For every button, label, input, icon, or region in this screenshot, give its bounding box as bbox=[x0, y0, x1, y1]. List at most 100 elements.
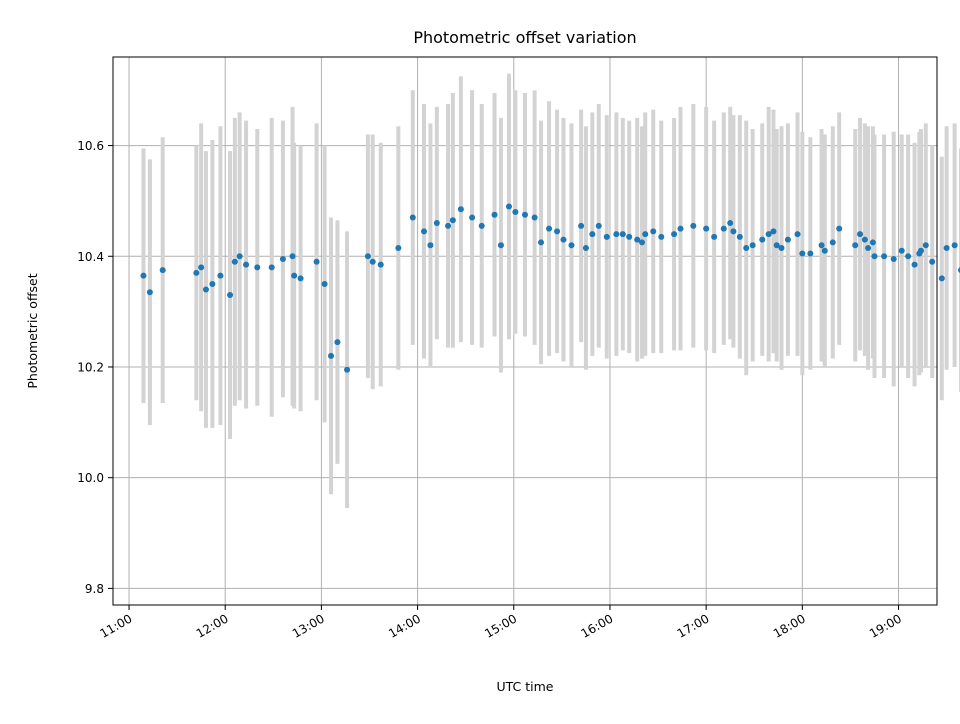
data-point bbox=[568, 242, 575, 249]
data-point bbox=[546, 225, 553, 232]
data-point bbox=[457, 206, 464, 213]
data-point bbox=[595, 222, 602, 229]
data-point bbox=[159, 267, 166, 274]
data-point bbox=[671, 231, 678, 238]
data-point bbox=[765, 231, 772, 238]
data-point bbox=[784, 236, 791, 243]
data-point bbox=[469, 214, 476, 221]
data-point bbox=[445, 222, 452, 229]
data-point bbox=[677, 225, 684, 232]
data-point bbox=[770, 228, 777, 235]
data-point bbox=[871, 253, 878, 260]
data-point bbox=[449, 217, 456, 224]
data-point bbox=[943, 244, 950, 251]
data-point bbox=[821, 247, 828, 254]
data-point bbox=[917, 247, 924, 254]
data-point bbox=[794, 231, 801, 238]
x-axis-label: UTC time bbox=[497, 679, 554, 694]
data-point bbox=[759, 236, 766, 243]
data-point bbox=[703, 225, 710, 232]
data-point bbox=[209, 280, 216, 287]
data-point bbox=[289, 253, 296, 260]
data-point bbox=[743, 244, 750, 251]
data-point bbox=[560, 236, 567, 243]
y-tick-label: 10.2 bbox=[77, 360, 104, 374]
data-point bbox=[538, 239, 545, 246]
data-point bbox=[778, 244, 785, 251]
data-point bbox=[749, 242, 756, 249]
data-point bbox=[634, 236, 641, 243]
y-axis-ticks: 9.8 10.0 10.2 10.4 10.6 bbox=[77, 139, 113, 596]
data-point bbox=[898, 247, 905, 254]
data-point bbox=[478, 222, 485, 229]
data-point bbox=[690, 222, 697, 229]
y-axis-label: Photometric offset bbox=[25, 273, 40, 388]
data-point bbox=[911, 261, 918, 268]
data-point bbox=[861, 236, 868, 243]
data-point bbox=[727, 220, 734, 227]
data-point bbox=[321, 280, 328, 287]
data-point bbox=[582, 244, 589, 251]
y-tick-label: 10.6 bbox=[77, 139, 104, 153]
data-point bbox=[603, 233, 610, 240]
data-point bbox=[658, 233, 665, 240]
data-point bbox=[364, 253, 371, 260]
y-tick-label: 9.8 bbox=[85, 582, 104, 596]
data-point bbox=[578, 222, 585, 229]
data-point bbox=[268, 264, 275, 271]
data-point bbox=[613, 231, 620, 238]
data-point bbox=[736, 233, 743, 240]
data-point bbox=[243, 261, 250, 268]
data-point bbox=[217, 272, 224, 279]
data-point bbox=[818, 242, 825, 249]
data-point bbox=[505, 203, 512, 210]
chart-title: Photometric offset variation bbox=[413, 28, 636, 47]
data-point bbox=[881, 253, 888, 260]
data-point bbox=[421, 228, 428, 235]
data-point bbox=[619, 231, 626, 238]
data-point bbox=[497, 242, 504, 249]
data-point bbox=[328, 352, 335, 359]
data-point bbox=[291, 272, 298, 279]
data-point bbox=[730, 228, 737, 235]
data-point bbox=[799, 250, 806, 257]
data-point bbox=[369, 258, 376, 265]
data-point bbox=[512, 208, 519, 215]
data-point bbox=[852, 242, 859, 249]
data-point bbox=[198, 264, 205, 271]
data-point bbox=[922, 242, 929, 249]
data-point bbox=[522, 211, 528, 218]
data-point bbox=[193, 269, 200, 276]
data-point bbox=[227, 292, 234, 299]
data-point bbox=[254, 264, 261, 271]
data-point bbox=[807, 250, 814, 257]
data-point bbox=[905, 253, 912, 260]
data-point bbox=[626, 233, 633, 240]
data-point bbox=[395, 244, 402, 251]
y-tick-label: 10.0 bbox=[77, 471, 104, 485]
data-point bbox=[140, 272, 147, 279]
data-point bbox=[836, 225, 843, 232]
data-point bbox=[929, 258, 936, 265]
data-point bbox=[890, 256, 897, 263]
y-tick-label: 10.4 bbox=[77, 250, 104, 264]
data-point bbox=[427, 242, 434, 249]
data-point bbox=[433, 220, 440, 227]
data-point bbox=[773, 242, 780, 249]
data-point bbox=[531, 214, 538, 221]
data-point bbox=[491, 211, 498, 218]
data-point bbox=[334, 339, 341, 346]
data-point bbox=[409, 214, 416, 221]
data-points bbox=[140, 203, 960, 373]
data-point bbox=[297, 275, 304, 282]
data-point bbox=[857, 231, 864, 238]
data-point bbox=[938, 275, 945, 282]
data-point bbox=[313, 258, 320, 265]
data-point bbox=[554, 228, 561, 235]
plot-frame bbox=[112, 56, 938, 606]
data-point bbox=[639, 239, 646, 246]
data-point bbox=[236, 253, 243, 260]
data-point bbox=[865, 244, 872, 251]
data-point bbox=[146, 289, 153, 296]
